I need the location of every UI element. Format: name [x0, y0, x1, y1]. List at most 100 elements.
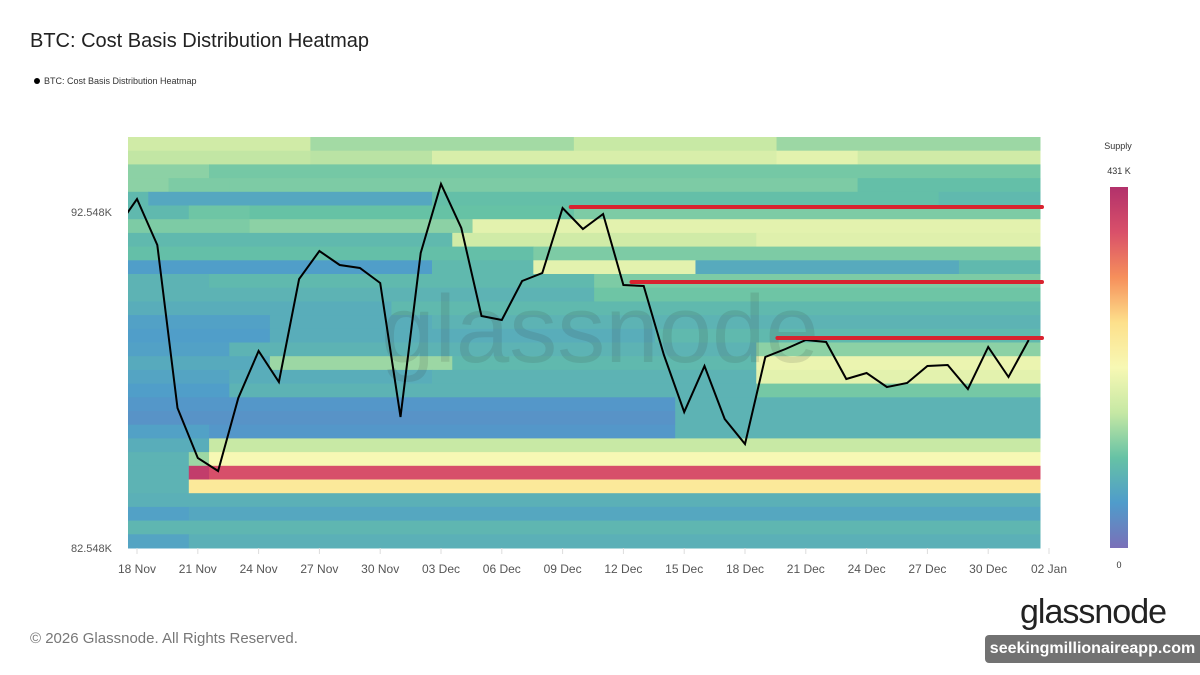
- heatmap-cell: [128, 137, 311, 152]
- heatmap-cell: [188, 465, 210, 480]
- heatmap-cell: [756, 356, 1041, 371]
- colorbar-gradient: [1110, 187, 1128, 548]
- legend-dot-icon: [34, 78, 40, 84]
- heatmap-cell: [128, 520, 1041, 535]
- y-tick-label: 82.548K: [71, 543, 113, 555]
- heatmap-cell: [128, 342, 230, 357]
- heatmap-cell: [533, 260, 696, 275]
- heatmap-cell: [432, 150, 778, 165]
- heatmap-cell: [432, 315, 1041, 330]
- heatmap-cell: [269, 328, 656, 343]
- heatmap-cell: [128, 465, 190, 480]
- heatmap-cell: [391, 301, 1041, 316]
- heatmap-cell: [310, 137, 575, 152]
- heatmap-cell: [128, 246, 534, 261]
- heatmap-cell: [188, 205, 251, 220]
- heatmap-cell: [128, 356, 271, 371]
- heatmap-cell: [128, 328, 271, 343]
- heatmap-cell: [756, 232, 1041, 248]
- y-tick-label: 92.548K: [71, 207, 113, 219]
- heatmap-cell: [958, 260, 1041, 275]
- heatmap-cell: [188, 534, 1041, 549]
- heatmap-cell: [573, 137, 778, 152]
- heatmap-cell: [857, 178, 1041, 193]
- price-line: [128, 181, 1030, 473]
- heatmap-cell: [128, 150, 311, 165]
- x-tick-label: 12 Dec: [604, 562, 642, 576]
- heatmap-cell: [128, 232, 453, 248]
- heatmap-cell: [209, 438, 1041, 453]
- heatmap-cell: [209, 164, 1041, 179]
- heatmap-cell: [573, 205, 1041, 220]
- x-tick-label: 21 Nov: [179, 562, 217, 576]
- heatmap-cell: [229, 178, 859, 193]
- x-tick-label: 21 Dec: [787, 562, 825, 576]
- x-tick-label: 09 Dec: [544, 562, 582, 576]
- x-tick-label: 18 Dec: [726, 562, 764, 576]
- heatmap-cell: [209, 424, 676, 439]
- heatmap-cell: [229, 383, 757, 398]
- heatmap-cell: [188, 479, 1041, 494]
- heatmap-cell: [756, 369, 1041, 385]
- x-tick-label: 02 Jan: [1031, 562, 1067, 576]
- glassnode-logo: glassnode: [1020, 593, 1167, 631]
- heatmap-cells: [128, 137, 1041, 549]
- heatmap-cell: [128, 191, 149, 206]
- heatmap-cell: [675, 424, 1041, 439]
- heatmap-cell: [128, 424, 210, 439]
- heatmap-cell: [128, 219, 251, 234]
- heatmap-cell: [168, 178, 230, 193]
- x-tick-label: 24 Nov: [240, 562, 278, 576]
- x-tick-label: 30 Dec: [969, 562, 1007, 576]
- heatmap-cell: [128, 411, 676, 426]
- heatmap-cell: [472, 219, 1041, 234]
- heatmap-cell: [128, 506, 190, 522]
- heatmap-cell: [938, 191, 1041, 206]
- promo-watermark: seekingmillionaireapp.com: [985, 635, 1200, 663]
- heatmap-cell: [249, 205, 575, 220]
- heatmap-cell: [310, 150, 433, 165]
- x-tick-label: 27 Nov: [300, 562, 338, 576]
- copyright-text: © 2026 Glassnode. All Rights Reserved.: [30, 630, 298, 647]
- heatmap-cell: [432, 191, 940, 206]
- colorbar-title: Supply: [1104, 141, 1132, 151]
- heatmap-cell: [128, 301, 392, 316]
- legend-label: BTC: Cost Basis Distribution Heatmap: [44, 76, 197, 86]
- heatmap-cell: [594, 287, 1041, 302]
- heatmap-cell: [452, 232, 757, 248]
- heatmap-cell: [209, 452, 1041, 467]
- legend-item[interactable]: BTC: Cost Basis Distribution Heatmap: [34, 76, 197, 86]
- x-tick-label: 30 Nov: [361, 562, 399, 576]
- heatmap-cell: [776, 150, 859, 165]
- x-tick-label: 18 Nov: [118, 562, 156, 576]
- heatmap-cell: [857, 150, 1041, 165]
- x-tick-label: 24 Dec: [848, 562, 886, 576]
- x-tick-label: 06 Dec: [483, 562, 521, 576]
- heatmap-cell: [128, 493, 1041, 508]
- colorbar-max-label: 431 K: [1107, 166, 1131, 176]
- heatmap-cell: [128, 178, 170, 193]
- heatmap-cell: [209, 274, 595, 289]
- colorbar: Supply 431 K 0: [1104, 141, 1132, 570]
- heatmap-cell: [776, 137, 1041, 152]
- heatmap-cell: [675, 397, 1041, 412]
- heatmap-cell: [675, 411, 1041, 426]
- heatmap-cell: [128, 383, 230, 398]
- heatmap-cell: [128, 260, 433, 275]
- heatmap-cell: [148, 191, 433, 206]
- x-tick-label: 15 Dec: [665, 562, 703, 576]
- heatmap-cell: [128, 438, 210, 453]
- heatmap-cell: [128, 315, 271, 330]
- heatmap-cell: [128, 479, 190, 494]
- heatmap-cell: [209, 465, 1041, 480]
- heatmap-cell: [128, 164, 210, 179]
- chart-title: BTC: Cost Basis Distribution Heatmap: [30, 30, 370, 52]
- x-tick-label: 03 Dec: [422, 562, 460, 576]
- heatmap-cell: [128, 274, 210, 289]
- colorbar-min-label: 0: [1116, 560, 1121, 570]
- heatmap-cell: [695, 260, 960, 275]
- watermark: glassnode: [381, 276, 819, 383]
- heatmap-cell: [128, 205, 190, 220]
- heatmap-cell: [249, 219, 474, 234]
